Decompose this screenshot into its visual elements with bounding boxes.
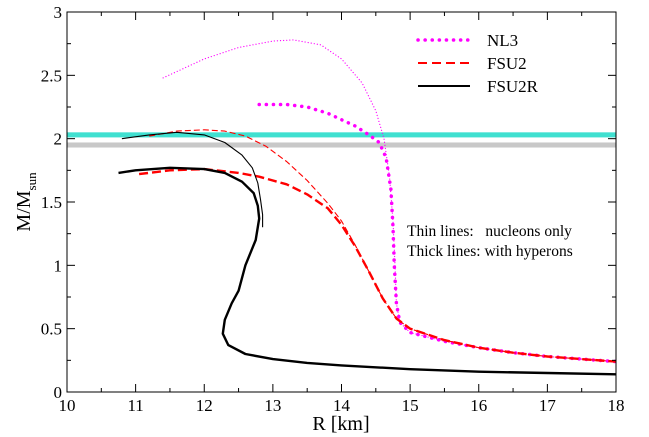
- x-axis-label: R [km]: [312, 413, 369, 435]
- y-axis-label-sub: sun: [24, 172, 39, 191]
- axis-ticks: 10 11 12 13 14 15 16 17 18 0 0.5 1 1.5 2 2.5 3: [41, 3, 625, 415]
- legend-label-fsu2: FSU2: [487, 54, 527, 73]
- series-line-3: [138, 167, 617, 363]
- x-tick-label: 12: [196, 396, 213, 415]
- series-line-2: [149, 129, 617, 363]
- chart-series: [118, 39, 618, 376]
- plot-frame: [66, 11, 617, 393]
- annotation-thin-lines: Thin lines: nucleons only: [407, 223, 572, 240]
- y-tick-label: 1.5: [41, 193, 62, 212]
- series-line-0: [162, 39, 617, 363]
- y-tick-label: 0.5: [41, 320, 62, 339]
- annotation-thick-lines: Thick lines: with hyperons: [407, 243, 573, 260]
- legend-label-fsu2r: FSU2R: [487, 77, 539, 96]
- band-1: [67, 142, 616, 148]
- observational-bands: [67, 132, 616, 148]
- x-tick-label: 13: [264, 396, 281, 415]
- legend-label-nl3: NL3: [487, 31, 518, 50]
- series-line-4: [121, 131, 264, 228]
- y-axis-label-main: M/M: [13, 190, 35, 231]
- y-tick-label: 3: [54, 3, 63, 22]
- x-tick-label: 17: [539, 396, 557, 415]
- y-axis-label: M/Msun: [13, 172, 39, 232]
- y-tick-label: 2.5: [41, 66, 62, 85]
- x-tick-label: 11: [127, 396, 143, 415]
- x-tick-label: 16: [470, 396, 487, 415]
- band-0: [67, 132, 616, 138]
- legend: NL3 FSU2 FSU2R: [416, 31, 539, 96]
- series-line-5: [118, 166, 617, 376]
- x-tick-label: 15: [402, 396, 419, 415]
- x-tick-label: 18: [608, 396, 625, 415]
- y-tick-label: 1: [54, 256, 63, 275]
- y-tick-label: 0: [54, 383, 63, 402]
- y-tick-label: 2: [54, 130, 63, 149]
- x-tick-label: 10: [59, 396, 76, 415]
- x-tick-label: 14: [333, 396, 351, 415]
